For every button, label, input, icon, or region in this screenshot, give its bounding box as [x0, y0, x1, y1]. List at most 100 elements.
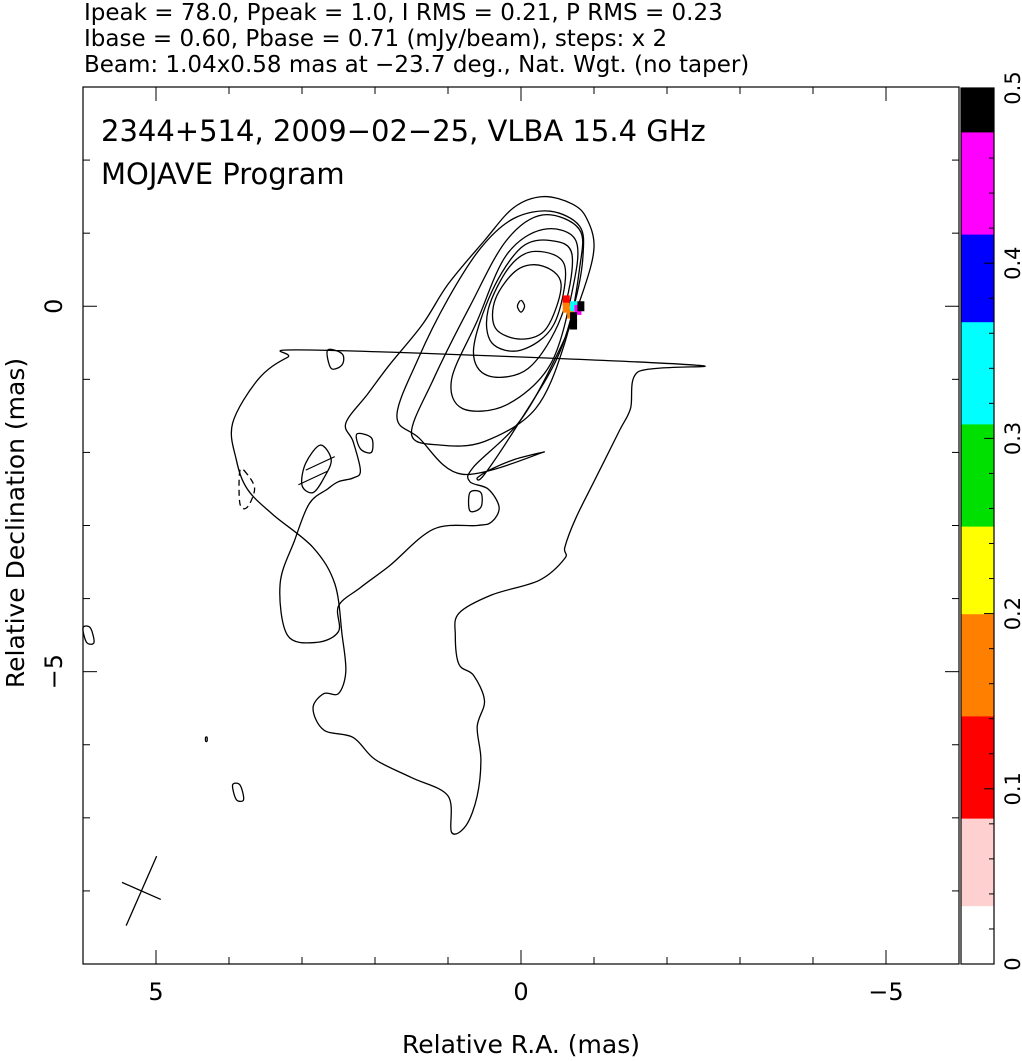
- contour-core-lvl5: [472, 239, 574, 378]
- colorbar-band: [961, 175, 994, 191]
- colorbar-band: [961, 788, 994, 804]
- source-label: 2344+514, 2009−02−25, VLBA 15.4 GHz: [101, 114, 706, 148]
- contour-core-lvl4: [450, 228, 579, 412]
- program-label: MOJAVE Program: [101, 157, 345, 191]
- x-axis-label: Relative R.A. (mas): [402, 1030, 640, 1059]
- header-line-2: Ibase = 0.60, Pbase = 0.71 (mJy/beam), s…: [84, 26, 667, 52]
- colorbar-band: [961, 409, 994, 425]
- colorbar-band: [961, 380, 994, 396]
- colorbar-band: [961, 672, 994, 688]
- evpa-tick: [305, 456, 336, 471]
- colorbar-band: [961, 190, 994, 206]
- colorbar-tick-label: 0.3: [1001, 422, 1022, 455]
- colorbar-band: [961, 248, 994, 264]
- colorbar-band: [961, 117, 994, 133]
- colorbar-band: [961, 628, 994, 644]
- y-axis-label: Relative Declination (mas): [1, 358, 30, 688]
- x-tick-label: 5: [148, 978, 163, 1006]
- colorbar-band: [961, 657, 994, 673]
- contour-lines: [82, 195, 706, 835]
- colorbar-band: [961, 686, 994, 702]
- contour-core-lvl3: [410, 213, 584, 447]
- colorbar-band: [961, 847, 994, 863]
- colorbar-band: [961, 759, 994, 775]
- colorbar-band: [961, 730, 994, 746]
- axis-tick-labels: 5 0 −5 0 −5: [40, 299, 904, 1006]
- pol-pixel: [577, 301, 585, 312]
- colorbar-band: [961, 423, 994, 439]
- colorbar-frame: [960, 87, 995, 965]
- contour-core-lvl6: [485, 250, 567, 352]
- contour-core-lvl7: [491, 264, 562, 340]
- contour-knot-b: [300, 444, 332, 494]
- colorbar-band: [961, 905, 994, 921]
- pol-pixel: [562, 295, 570, 306]
- colorbar-tick-label: 0.2: [1001, 597, 1022, 630]
- colorbar-band: [961, 263, 994, 279]
- colorbar-band: [961, 438, 994, 454]
- header-line-3: Beam: 1.04x0.58 mas at −23.7 deg., Nat. …: [84, 52, 749, 78]
- polarization-pixels: [513, 275, 585, 330]
- colorbar-band: [961, 161, 994, 177]
- y-tick-label: −5: [40, 654, 68, 689]
- pol-pixel: [513, 290, 521, 301]
- colorbar-band: [961, 146, 994, 162]
- beam-minor-axis: [121, 881, 162, 901]
- colorbar-band: [961, 599, 994, 615]
- colorbar-band: [961, 642, 994, 658]
- contour-knot-h: [204, 736, 208, 743]
- contour-knot-d: [326, 348, 345, 370]
- colorbar-band: [961, 832, 994, 848]
- colorbar: [961, 88, 994, 965]
- colorbar-band: [961, 321, 994, 337]
- colorbar-band: [961, 920, 994, 936]
- plot-frame: [82, 86, 960, 965]
- colorbar-band: [961, 715, 994, 731]
- colorbar-band: [961, 745, 994, 761]
- colorbar-band: [961, 204, 994, 220]
- contour-knot-e: [467, 489, 483, 513]
- beam-cross: [121, 855, 162, 926]
- contour-core-lvl8: [516, 299, 526, 313]
- colorbar-band: [961, 774, 994, 790]
- colorbar-band: [961, 803, 994, 819]
- colorbar-band: [961, 569, 994, 585]
- colorbar-band: [961, 219, 994, 235]
- contour-knot-g: [231, 782, 245, 803]
- colorbar-band: [961, 336, 994, 352]
- colorbar-band: [961, 949, 994, 965]
- colorbar-band: [961, 467, 994, 483]
- colorbar-band: [961, 88, 994, 104]
- colorbar-band: [961, 934, 994, 950]
- colorbar-band: [961, 102, 994, 118]
- colorbar-band: [961, 861, 994, 877]
- pol-pixel: [528, 275, 536, 286]
- pol-pixel: [562, 302, 570, 313]
- colorbar-band: [961, 613, 994, 629]
- colorbar-band: [961, 891, 994, 907]
- pol-pixel: [570, 312, 578, 323]
- colorbar-band: [961, 277, 994, 293]
- colorbar-band: [961, 394, 994, 410]
- colorbar-ticks: 0 0.1 0.2 0.3 0.4 0.5: [984, 71, 1022, 971]
- colorbar-band: [961, 482, 994, 498]
- axis-ticks: [82, 86, 960, 965]
- colorbar-tick-label: 0.1: [1001, 772, 1022, 805]
- contour-core-lvl2: [396, 210, 585, 481]
- contour-knot-a: [355, 432, 374, 454]
- colorbar-band: [961, 511, 994, 527]
- header-line-1: Ipeak = 78.0, Ppeak = 1.0, I RMS = 0.21,…: [84, 0, 723, 26]
- contour-core-lvl1: [279, 195, 595, 644]
- evpa-ticks: [298, 456, 336, 486]
- colorbar-tick-label: 0.4: [1001, 246, 1022, 279]
- contour-knot-f: [82, 625, 95, 645]
- colorbar-band: [961, 818, 994, 834]
- colorbar-band: [961, 131, 994, 147]
- colorbar-band: [961, 555, 994, 571]
- colorbar-band: [961, 540, 994, 556]
- pol-pixel: [521, 282, 529, 293]
- pol-pixel: [570, 301, 578, 312]
- colorbar-band: [961, 350, 994, 366]
- colorbar-band: [961, 453, 994, 469]
